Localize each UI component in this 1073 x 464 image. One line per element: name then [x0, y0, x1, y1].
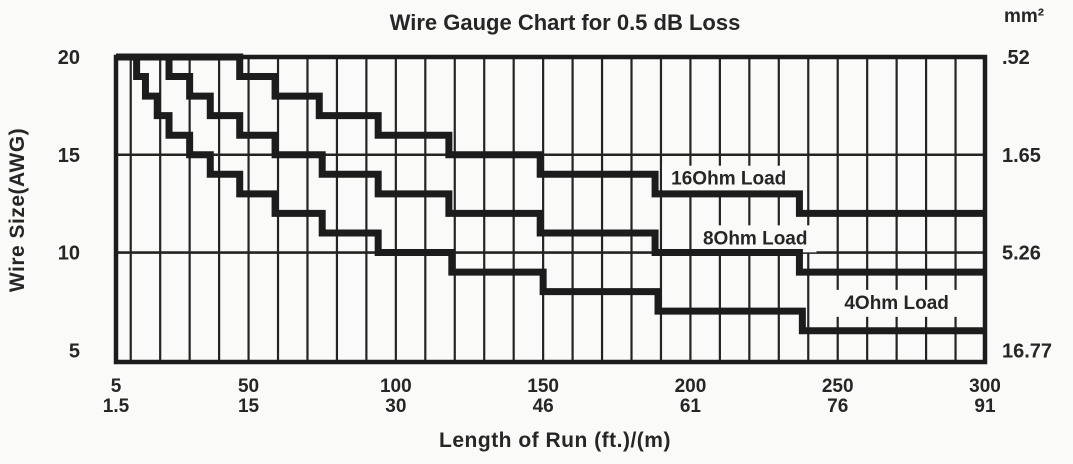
- awg-tick-labels: 20 15 10 5: [58, 47, 80, 362]
- series-label-box: [835, 289, 958, 317]
- x-axis-title: Length of Run (ft.)/(m): [439, 429, 671, 452]
- ft-tick-label: 150: [527, 376, 559, 397]
- plot-border: [113, 54, 988, 365]
- awg-tick-label: 15: [58, 145, 80, 167]
- ft-tick-label: 5: [111, 376, 122, 397]
- mm2-tick-label: .52: [1002, 47, 1030, 69]
- mm2-tick-label: 16.77: [1002, 340, 1052, 362]
- series-label-text: 16Ohm Load: [671, 169, 786, 190]
- series-line-4ohm-load: [116, 53, 985, 335]
- series-label-8ohm-load: 8Ohm Load: [693, 225, 817, 253]
- series-label-text: 4Ohm Load: [844, 293, 949, 314]
- m-tick-label: 46: [533, 396, 554, 417]
- series-label-box: [662, 165, 796, 193]
- ft-tick-label: 50: [238, 376, 259, 397]
- ft-tick-label: 300: [969, 376, 1001, 397]
- series-line-16ohm-load: [116, 53, 985, 217]
- series-line-8ohm-load: [116, 53, 985, 276]
- y-axis-title: Wire Size(AWG): [6, 128, 29, 292]
- series-label-16ohm-load: 16Ohm Load: [662, 165, 796, 193]
- chart-title: Wire Gauge Chart for 0.5 dB Loss: [390, 10, 741, 35]
- series-label-text: 8Ohm Load: [703, 228, 808, 249]
- awg-tick-label: 20: [58, 47, 80, 69]
- mm2-tick-label: 5.26: [1002, 243, 1041, 265]
- right-axis-unit-label: mm²: [1004, 6, 1044, 27]
- m-tick-label: 76: [827, 396, 848, 417]
- m-tick-label: 15: [238, 396, 260, 417]
- series-lines: [116, 53, 985, 335]
- m-tick-label: 91: [974, 396, 996, 417]
- ft-tick-label: 100: [380, 376, 412, 397]
- awg-tick-label: 10: [58, 243, 80, 265]
- mm2-tick-label: 1.65: [1002, 145, 1041, 167]
- horizontal-gridlines: [116, 153, 985, 254]
- ft-tick-label: 200: [675, 376, 707, 397]
- m-tick-label: 1.5: [103, 396, 130, 417]
- awg-tick-label: 5: [69, 340, 80, 362]
- series-labels: 16Ohm Load 8Ohm Load 4Ohm Load: [662, 165, 958, 317]
- m-tick-label: 61: [680, 396, 702, 417]
- series-label-4ohm-load: 4Ohm Load: [835, 289, 958, 317]
- mm2-tick-labels: .52 1.65 5.26 16.77: [1002, 47, 1052, 362]
- vertical-gridlines: [129, 57, 957, 362]
- series-label-box: [693, 225, 817, 253]
- m-tick-label: 30: [385, 396, 406, 417]
- ft-tick-label: 250: [822, 376, 854, 397]
